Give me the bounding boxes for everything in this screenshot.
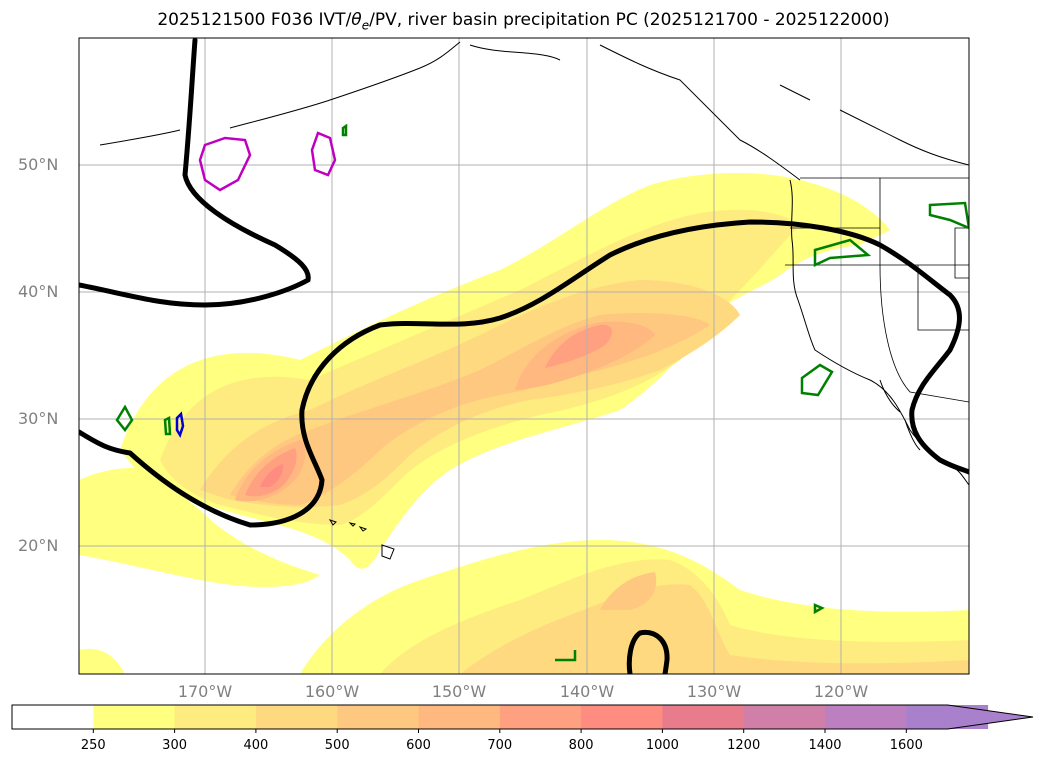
colorbar-swatch	[825, 705, 907, 729]
hawaii-islands	[328, 519, 395, 560]
colorbar-label: 1000	[645, 738, 679, 753]
canada-border	[839, 109, 969, 166]
colorbar-swatch	[255, 705, 338, 729]
colorbar-label: 400	[243, 738, 269, 753]
colorbar-swatch	[418, 705, 501, 729]
colorbar-outline	[11, 704, 1034, 730]
lon-label-130w: 130°W	[686, 682, 742, 701]
title-main: 2025121500 F036 IVT/	[157, 10, 352, 30]
blue-contour	[175, 411, 185, 438]
colorbar-label: 600	[406, 738, 431, 753]
title-theta: θ	[351, 10, 362, 30]
theta-e-contours	[79, 38, 969, 674]
colorbar-label: 300	[162, 738, 188, 753]
colorbar-label: 500	[324, 738, 350, 753]
title-rest: /PV, river basin precipitation PC (20251…	[369, 10, 890, 30]
lon-label-140w: 140°W	[559, 682, 615, 701]
colorbar-swatch	[12, 705, 94, 729]
lon-label-120w: 120°W	[813, 682, 869, 701]
ivt-band-250-west	[79, 468, 320, 587]
colorbar-label: 1200	[727, 738, 761, 753]
colorbar-swatch	[581, 705, 663, 729]
precip-contours-green	[115, 123, 969, 662]
colorbar	[11, 704, 1034, 733]
chart-title: 2025121500 F036 IVT/θe/PV, river basin p…	[0, 10, 1047, 32]
colorbar-label: 800	[568, 738, 594, 753]
lat-label-40n: 40°N	[18, 282, 59, 301]
ivt-band-500-south	[600, 572, 657, 610]
colorbar-swatch	[743, 705, 826, 729]
baja-coast	[879, 379, 921, 451]
ivt-band-800-west	[260, 464, 284, 487]
lon-label-150w: 150°W	[431, 682, 487, 701]
colorbar-swatch	[337, 705, 419, 729]
alaska-coast	[99, 41, 811, 181]
ivt-band-700-east	[545, 324, 612, 368]
colorbar-swatch	[93, 705, 176, 729]
lat-label-50n: 50°N	[18, 155, 59, 174]
colorbar-extend-arrow	[906, 705, 1033, 729]
ivt-band-250-southwest	[79, 648, 125, 674]
lat-label-30n: 30°N	[18, 409, 59, 428]
lon-label-170w: 170°W	[177, 682, 233, 701]
colorbar-swatch	[174, 705, 257, 729]
colorbar-swatch	[662, 705, 745, 729]
title-subscript: e	[361, 18, 370, 33]
ivt-band-600-east	[515, 321, 655, 390]
coastlines	[99, 41, 969, 560]
colorbar-label: 700	[487, 738, 513, 753]
lon-label-160w: 160°W	[304, 682, 360, 701]
colorbar-label: 250	[80, 738, 106, 753]
lat-label-20n: 20°N	[18, 536, 59, 555]
colorbar-swatch	[499, 705, 582, 729]
colorbar-label: 1400	[808, 738, 842, 753]
plot-frame	[78, 37, 970, 675]
pv-contours-magenta	[198, 131, 337, 192]
colorbar-label: 1600	[889, 738, 923, 753]
